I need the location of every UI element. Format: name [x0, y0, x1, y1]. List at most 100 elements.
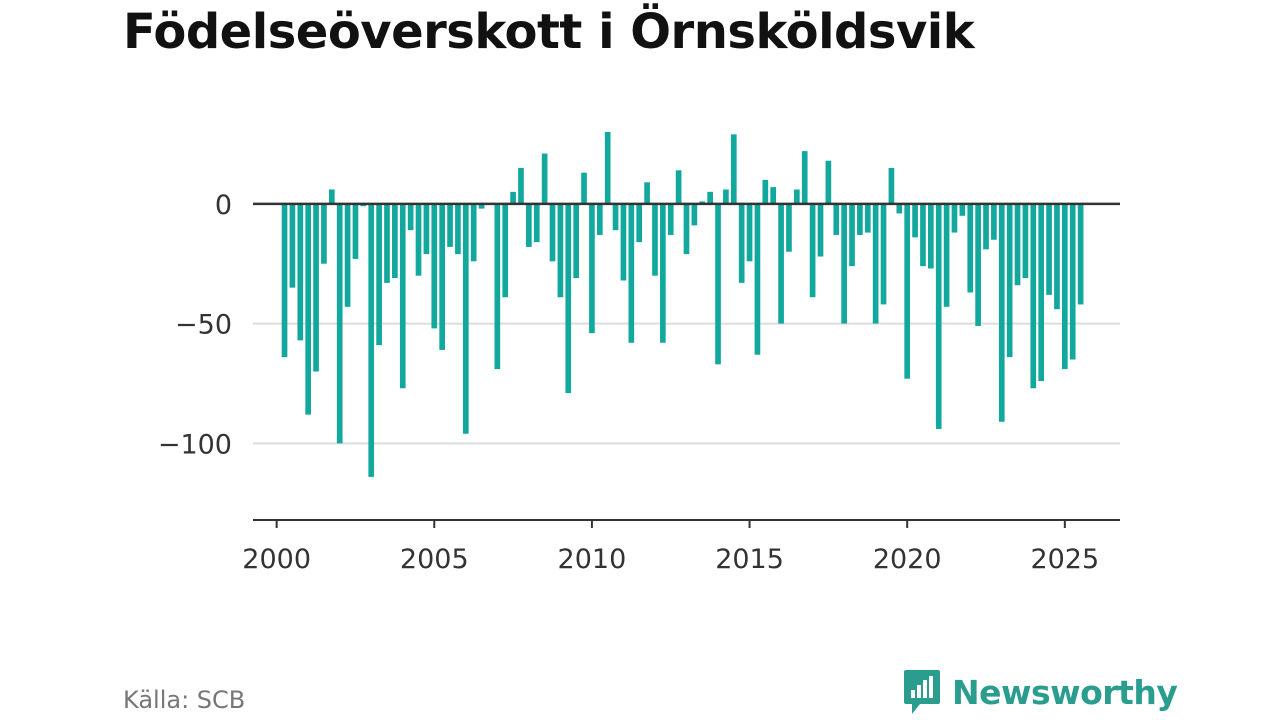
- bar: [439, 203, 446, 350]
- brand-name: Newsworthy: [952, 672, 1178, 712]
- bar: [399, 203, 406, 389]
- bar: [431, 203, 438, 329]
- bar: [557, 203, 564, 298]
- bar: [991, 203, 997, 240]
- bars: [281, 131, 1084, 477]
- bar: [967, 203, 974, 293]
- bar: [368, 203, 375, 477]
- x-tick-label: 2000: [242, 544, 311, 575]
- bar: [794, 189, 800, 204]
- x-tick-labels: 2000 2005 2010 2015 2020 2025: [242, 544, 1099, 575]
- bar: [778, 203, 784, 324]
- source-note: Källa: SCB: [123, 686, 246, 714]
- bar: [281, 203, 288, 358]
- bar: [817, 203, 824, 257]
- bar: [975, 203, 981, 326]
- bar: [470, 203, 477, 262]
- bar: [1061, 203, 1068, 370]
- bar: [321, 203, 327, 264]
- bar: [809, 203, 816, 298]
- bar: [841, 203, 847, 324]
- bar: [746, 203, 753, 262]
- bar: [912, 203, 918, 238]
- bar: [920, 203, 926, 267]
- bar: [494, 203, 501, 370]
- bar: [770, 187, 777, 204]
- newsworthy-logo-icon: [904, 670, 940, 714]
- bar: [983, 203, 989, 250]
- bar: [636, 203, 643, 243]
- bar: [959, 203, 966, 216]
- bar: [1054, 203, 1060, 310]
- bar: [1006, 203, 1013, 358]
- bar: [596, 203, 603, 235]
- x-tick-label: 2010: [558, 544, 627, 575]
- y-tick-label: −50: [175, 310, 232, 341]
- bar: [589, 203, 595, 334]
- bar: [707, 191, 713, 204]
- y-tick-label: 0: [215, 190, 232, 221]
- bar: [864, 203, 871, 233]
- x-tick-label: 2015: [715, 544, 784, 575]
- x-tick-label: 2005: [400, 544, 469, 575]
- bar: [849, 203, 855, 267]
- bar: [297, 203, 304, 341]
- bar: [455, 203, 461, 255]
- bar: [904, 203, 911, 379]
- chart-title: Födelseöverskott i Örnsköldsvik: [123, 4, 975, 60]
- bar: [1069, 203, 1076, 360]
- bar: [478, 203, 485, 209]
- bar: [313, 203, 319, 372]
- bar: [880, 203, 887, 305]
- bar: [392, 203, 398, 279]
- bar: [1030, 203, 1037, 389]
- bar: [644, 182, 650, 204]
- bar: [344, 203, 351, 307]
- bar: [786, 203, 792, 252]
- bar: [376, 203, 382, 346]
- bar: [628, 203, 635, 343]
- bar: [715, 203, 721, 365]
- bar: [612, 203, 619, 231]
- bar: [1022, 203, 1029, 279]
- y-tick-labels: 0 −50 −100: [158, 190, 232, 461]
- bar: [447, 203, 453, 247]
- bar: [518, 167, 524, 204]
- bar: [549, 203, 556, 262]
- bar: [573, 203, 579, 279]
- bar: [604, 131, 611, 204]
- bar: [888, 167, 895, 204]
- bar: [754, 203, 761, 355]
- bar: [352, 203, 359, 259]
- bar: [927, 203, 934, 269]
- bar: [675, 170, 682, 204]
- bar: [896, 203, 903, 214]
- y-tick-label: −100: [158, 429, 232, 460]
- bar: [510, 191, 516, 204]
- bar: [825, 160, 832, 204]
- bar: [857, 203, 863, 235]
- bar: [423, 203, 430, 255]
- bar: [667, 203, 674, 235]
- bar: [305, 203, 312, 415]
- bar: [738, 203, 745, 283]
- bar: [384, 203, 390, 283]
- axes: [253, 202, 1120, 528]
- bar: [652, 203, 658, 276]
- bar: [683, 203, 690, 255]
- bar: [660, 203, 666, 343]
- brand-logo: Newsworthy: [902, 668, 1178, 716]
- bar: [1014, 203, 1021, 286]
- bar: [533, 203, 540, 243]
- bar: [1038, 203, 1045, 382]
- bar: [691, 203, 698, 226]
- bar: [723, 189, 729, 204]
- bar: [502, 203, 509, 298]
- x-tick-label: 2020: [873, 544, 942, 575]
- bar: [289, 203, 296, 288]
- bar: [951, 203, 958, 233]
- bar: [581, 172, 587, 204]
- x-tick-label: 2025: [1030, 544, 1099, 575]
- bar: [541, 153, 548, 204]
